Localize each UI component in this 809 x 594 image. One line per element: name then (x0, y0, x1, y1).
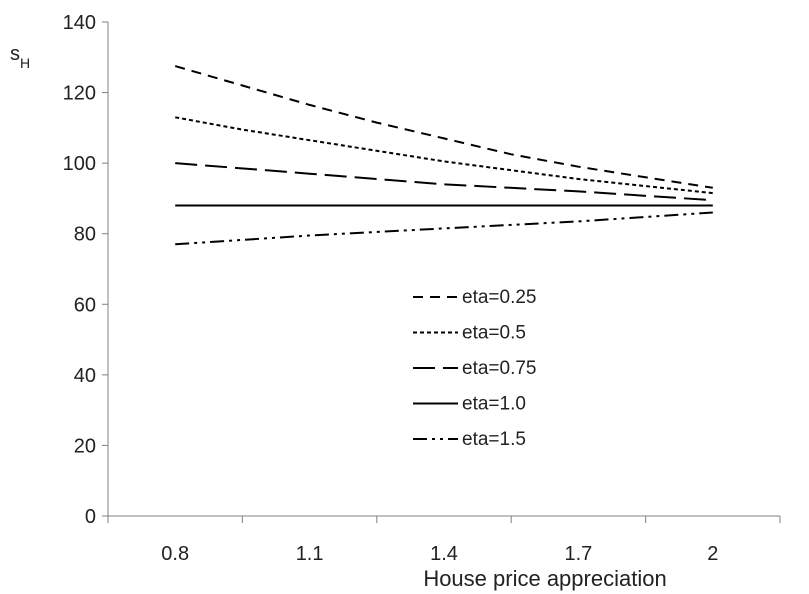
y-tick-label: 140 (63, 12, 96, 34)
axes: 0 20 40 60 80 100 120 140 0.8 1.1 1.4 1.7 2 (63, 12, 781, 565)
x-tick-label: 1.4 (430, 543, 458, 565)
y-tick-label: 0 (85, 506, 96, 528)
series-line-eta-1-5 (175, 211, 713, 246)
y-tick-label: 120 (63, 83, 96, 105)
legend: eta=0.25 eta=0.5 eta=0.75 eta=1.0 eta=1.5 (413, 287, 537, 450)
x-axis-title: House price appreciation (423, 566, 666, 591)
series-line-eta-0-25 (174, 65, 713, 189)
legend-label: eta=1.5 (462, 429, 526, 450)
y-axis-title: sH (10, 43, 30, 71)
y-tick-label: 80 (74, 224, 96, 246)
x-tick-label: 0.8 (161, 543, 189, 565)
x-tick-label: 2 (707, 543, 718, 565)
x-tick-label: 1.7 (564, 543, 592, 565)
series-line-eta-0-75 (175, 162, 713, 202)
series-line-eta-0-5 (175, 116, 713, 195)
y-tick-label: 40 (74, 365, 96, 387)
x-tick-label: 1.1 (296, 543, 324, 565)
legend-label: eta=1.0 (462, 394, 526, 415)
y-tick-label: 100 (63, 153, 96, 175)
legend-label: eta=0.25 (462, 287, 537, 308)
legend-label: eta=0.75 (462, 358, 537, 379)
legend-label: eta=0.5 (462, 323, 526, 344)
series-lines (174, 65, 713, 246)
y-tick-label: 60 (74, 294, 96, 316)
y-tick-label: 20 (74, 435, 96, 457)
